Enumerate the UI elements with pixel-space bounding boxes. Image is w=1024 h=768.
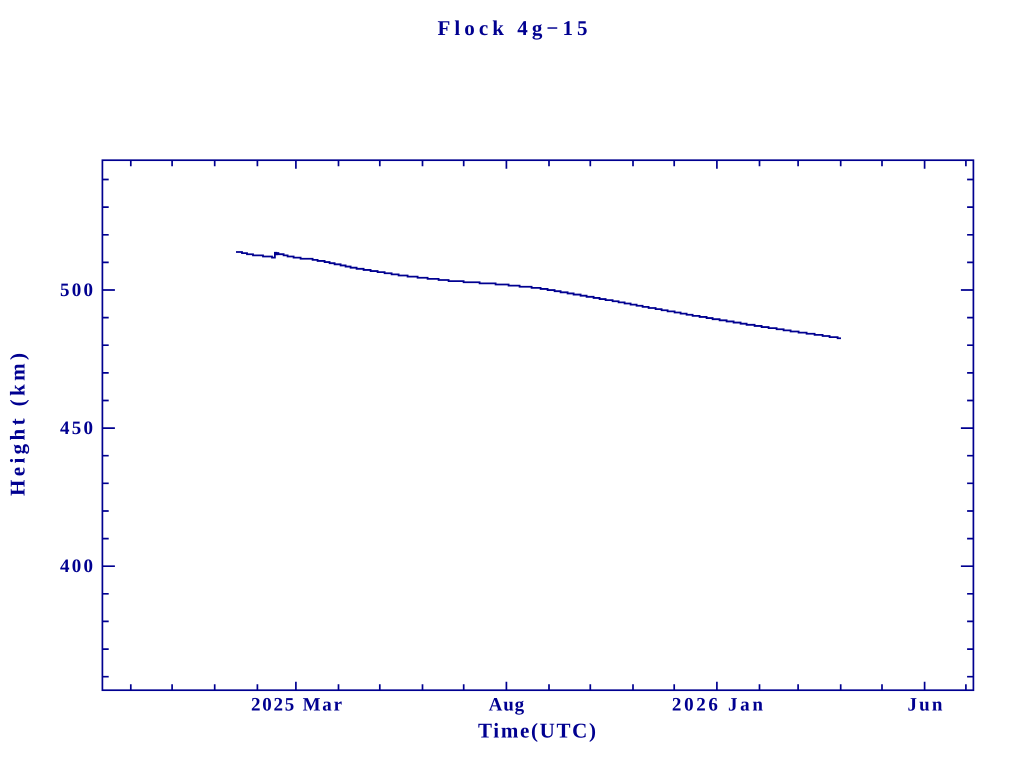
svg-text:2025 Mar: 2025 Mar — [251, 694, 343, 715]
svg-text:500: 500 — [60, 280, 93, 301]
svg-text:Time(UTC): Time(UTC) — [478, 718, 596, 742]
svg-text:Height (km): Height (km) — [6, 353, 30, 496]
svg-text:450: 450 — [60, 418, 93, 439]
svg-text:Jun: Jun — [908, 694, 943, 715]
svg-text:Flock 4g−15: Flock 4g−15 — [438, 16, 588, 40]
svg-text:Aug: Aug — [489, 694, 525, 715]
svg-text:2026 Jan: 2026 Jan — [672, 694, 763, 715]
svg-text:400: 400 — [60, 556, 93, 577]
